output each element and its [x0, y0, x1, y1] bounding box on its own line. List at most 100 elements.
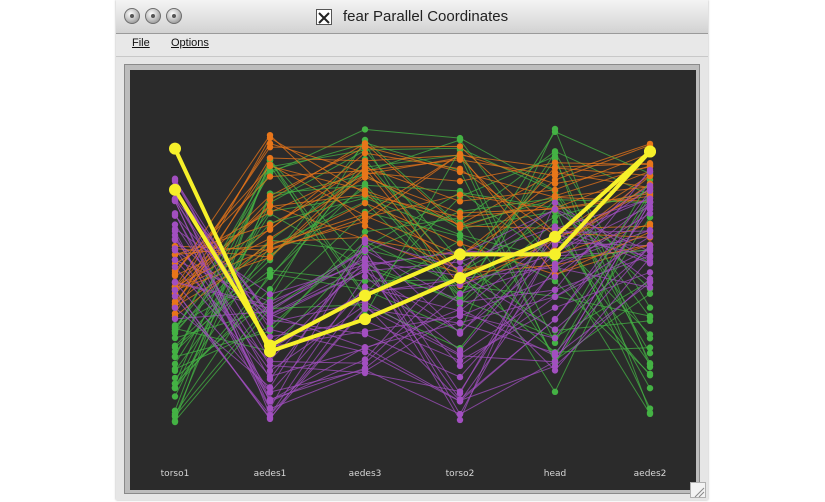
axis-point: [456, 213, 464, 221]
parallel-coordinates-canvas[interactable]: torso1 aedes1 aedes3 torso2 head aedes2: [130, 70, 696, 490]
axis-point: [551, 199, 559, 206]
axis-point: [646, 279, 654, 286]
axis-label-aedes3: aedes3: [349, 469, 382, 479]
parallel-coordinates-plot[interactable]: torso1 aedes1 aedes3 torso2 head aedes2: [130, 70, 696, 490]
axis-point: [361, 267, 369, 275]
axis-point: [646, 290, 654, 297]
axis-point: [551, 225, 559, 232]
axis-point: [551, 128, 559, 136]
axis-point: [361, 369, 369, 377]
axis-point: [646, 409, 654, 416]
axis-point: [266, 203, 274, 210]
axis-point: [646, 269, 654, 276]
axis-point: [171, 195, 179, 203]
title-bar[interactable]: fear Parallel Coordinates: [116, 0, 708, 34]
axis-point: [361, 257, 369, 265]
axis-point: [266, 173, 274, 180]
axis-point: [171, 413, 179, 420]
axis-point: [266, 192, 274, 200]
highlighted-point: [644, 145, 656, 158]
resize-handle[interactable]: [690, 482, 706, 498]
series-line: [174, 191, 651, 358]
axis-point: [266, 254, 274, 261]
axis-point: [646, 335, 654, 342]
axis-point: [456, 143, 464, 150]
axis-point: [266, 311, 274, 318]
axis-point: [456, 416, 464, 424]
axis-point: [266, 291, 274, 298]
axis-point: [266, 154, 274, 162]
axis-point: [456, 328, 464, 336]
axis-point: [171, 272, 179, 280]
axis-point: [266, 221, 274, 228]
axis-point: [646, 284, 654, 291]
axis-point: [456, 390, 464, 397]
axis-point: [646, 233, 654, 240]
highlighted-point: [454, 248, 466, 261]
axis-point: [551, 358, 559, 365]
axis-point: [456, 362, 464, 370]
series-line: [174, 200, 651, 401]
minimize-window-button[interactable]: [145, 8, 161, 24]
axis-point: [646, 360, 654, 367]
series-line: [174, 190, 651, 352]
close-window-button[interactable]: [124, 8, 140, 24]
series-line: [174, 139, 651, 379]
axis-point: [266, 302, 274, 309]
axis-point: [361, 236, 369, 243]
axis-point: [171, 393, 179, 400]
axis-point: [551, 164, 559, 171]
series-line: [174, 145, 651, 288]
axis-point: [361, 218, 369, 225]
axis-point: [361, 304, 369, 312]
axis-point: [266, 333, 274, 340]
series-line: [174, 208, 651, 389]
series-line: [174, 142, 651, 302]
axis-point: [456, 222, 464, 230]
axis-point: [456, 357, 464, 364]
series-line: [174, 228, 651, 422]
axis-label-aedes1: aedes1: [254, 469, 287, 479]
series-line: [174, 128, 651, 332]
axis-point: [646, 244, 654, 251]
axis-point: [266, 388, 274, 396]
axis-point: [551, 335, 559, 342]
highlighted-point: [549, 230, 561, 243]
highlighted-point: [359, 289, 371, 302]
axis-point: [551, 169, 559, 176]
file-menu[interactable]: File: [132, 37, 150, 49]
axis-point: [171, 247, 179, 254]
series-line: [174, 158, 651, 364]
window-title: fear Parallel Coordinates: [343, 8, 509, 25]
axis-point: [266, 404, 274, 412]
axis-point: [456, 397, 464, 405]
axis-point: [456, 305, 464, 313]
plot-frame: torso1 aedes1 aedes3 torso2 head aedes2: [124, 64, 700, 494]
axis-point: [171, 353, 179, 361]
options-menu[interactable]: Options: [171, 37, 209, 49]
series-line: [174, 152, 651, 277]
axis-point: [171, 304, 179, 311]
axis-point: [171, 315, 179, 323]
series-line: [174, 154, 651, 314]
zoom-window-button[interactable]: [166, 8, 182, 24]
axis-point: [171, 384, 179, 392]
axis-point: [456, 231, 464, 238]
axis-point: [361, 273, 369, 280]
axis-point: [551, 218, 559, 226]
axis-point: [646, 198, 654, 206]
series-line: [174, 139, 651, 376]
axis-point: [456, 319, 464, 326]
axis-point: [361, 187, 369, 194]
axis-point: [171, 263, 179, 271]
series-line: [174, 142, 651, 361]
axis-point: [266, 162, 274, 170]
axis-point: [266, 140, 274, 147]
app-window: fear Parallel Coordinates File Options t…: [116, 0, 708, 500]
series-line: [174, 151, 651, 389]
axis-point: [551, 352, 559, 359]
axis-point: [551, 213, 559, 220]
axis-point: [551, 293, 559, 301]
axis-point: [266, 397, 274, 404]
axis-point: [266, 358, 274, 365]
